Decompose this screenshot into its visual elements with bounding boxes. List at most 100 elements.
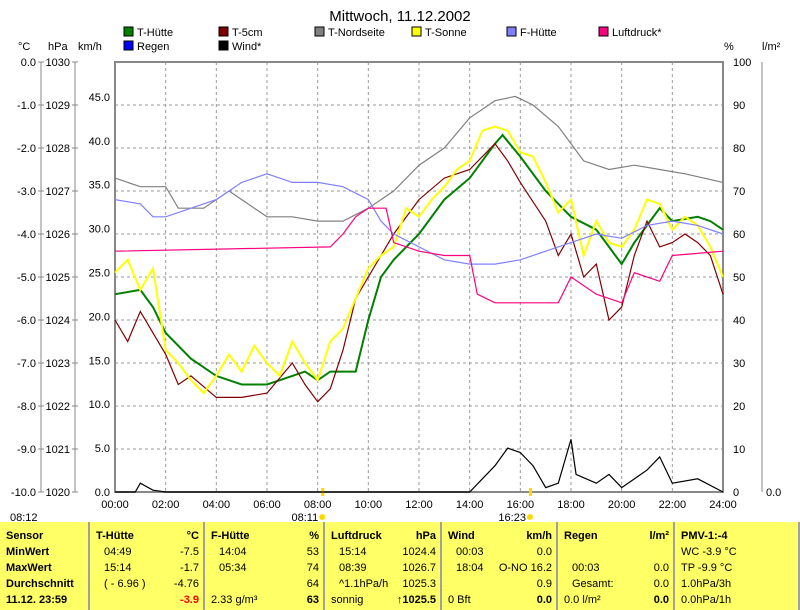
x-tick-label: 18:00 xyxy=(557,499,585,511)
cell-time: sonnig xyxy=(331,594,364,606)
x-tick-label: 00:00 xyxy=(101,499,129,511)
series-line-t-5cm xyxy=(114,142,724,403)
legend-label: T-Nordseite xyxy=(328,27,385,39)
column-title: Wind xyxy=(448,530,475,542)
cell-time: 2.33 g/m³ xyxy=(211,594,258,606)
series-line-luftdruck- xyxy=(114,207,724,304)
kmh-tick-label: 15.0 xyxy=(89,355,110,367)
x-tick-label: 22:00 xyxy=(659,499,687,511)
column-header: Wind km/h xyxy=(448,528,552,544)
celsius-tick-label: -7.0 xyxy=(17,358,36,370)
chart-title: Mittwoch, 11.12.2002 xyxy=(329,8,470,25)
celsius-tick-label: 0.0 xyxy=(21,57,36,69)
legend-swatch xyxy=(218,40,229,51)
column-header: T-Hütte °C xyxy=(96,528,199,544)
column-title: Regen xyxy=(564,530,598,542)
kmh-tick-label: 10.0 xyxy=(89,399,110,411)
sunset-label: 16:23 xyxy=(498,512,526,522)
celsius-tick-label: -1.0 xyxy=(17,100,36,112)
cell-time: 08:39 xyxy=(339,562,367,574)
x-tick-label: 06:00 xyxy=(253,499,281,511)
table-row: 0.0 l/m² 0.0 xyxy=(564,592,669,608)
table-row: 2.33 g/m³ 63 xyxy=(211,592,319,608)
legend-swatch xyxy=(218,26,229,37)
celsius-tick-label: -3.0 xyxy=(17,186,36,198)
cell-value: 1024.4 xyxy=(402,546,436,558)
pmv-header: PMV-1:-4 xyxy=(681,530,728,542)
cell-value: 0.9 xyxy=(536,578,552,590)
legend-label: F-Hütte xyxy=(520,27,557,39)
celsius-tick-label: -9.0 xyxy=(17,444,36,456)
cell-time: 18:04 xyxy=(456,562,484,574)
kmh-axis-label: km/h xyxy=(78,41,102,53)
cell-value: 0.0 xyxy=(653,562,669,574)
cell-time: 0.0 l/m² xyxy=(564,594,601,606)
hpa-tick-label: 1028 xyxy=(46,143,70,155)
x-tick-label: 20:00 xyxy=(608,499,636,511)
regen-column: Regen l/m² 00:03 0.0 Gesamt: 0.0 0.0 l/m² 0.0 xyxy=(558,522,675,610)
percent-tick-label: 30 xyxy=(733,358,745,370)
row-label: 11.12. 23:59 xyxy=(6,594,68,606)
percent-tick-label: 100 xyxy=(733,57,751,69)
sunset-sun-icon xyxy=(526,514,533,520)
table-row: 64 xyxy=(211,576,319,592)
percent-tick-label: 70 xyxy=(733,186,745,198)
celsius-tick-label: -4.0 xyxy=(17,229,36,241)
cell-time xyxy=(211,576,219,592)
table-row: ^1.1hPa/h 1025.3 xyxy=(331,576,436,592)
legend-label: T-5cm xyxy=(232,27,263,39)
table-row: Gesamt: 0.0 xyxy=(564,576,669,592)
table-row: ( - 6.96 ) -4.76 xyxy=(96,576,199,592)
cell-time: 00:03 xyxy=(572,562,600,574)
cell-value: 74 xyxy=(306,562,319,574)
legend-swatch xyxy=(314,26,325,37)
cell-value: 64 xyxy=(306,578,319,590)
column-unit: hPa xyxy=(415,530,436,542)
sunset-marker xyxy=(528,488,532,496)
x-tick-label: 16:00 xyxy=(507,499,535,511)
cell-time: ( - 6.96 ) xyxy=(104,578,146,590)
table-row: 08:39 1026.7 xyxy=(331,560,436,576)
legend-swatch xyxy=(598,26,609,37)
pmv-value: 0.0hPa/1h xyxy=(681,594,732,606)
sensor-header: Sensor xyxy=(6,530,44,542)
table-row: 15:14 1024.4 xyxy=(331,544,436,560)
sensor-column: Sensor MinWert MaxWert Durchschnitt 11.1… xyxy=(0,522,90,610)
legend-swatch xyxy=(123,26,134,37)
column-title: T-Hütte xyxy=(96,530,134,542)
cell-value: -3.9 xyxy=(180,594,199,606)
cell-time xyxy=(448,576,456,592)
percent-tick-label: 40 xyxy=(733,315,745,327)
legend-label: T-Hütte xyxy=(137,27,173,39)
row-label: MinWert xyxy=(6,546,50,558)
legend-label: Wind* xyxy=(232,41,262,53)
sunrise-label: 08:11 xyxy=(292,512,319,522)
x-tick-label: 24:00 xyxy=(709,499,737,511)
series-line-wind- xyxy=(115,439,724,493)
celsius-tick-label: -10.0 xyxy=(11,487,36,499)
column-title: Luftdruck xyxy=(331,530,382,542)
cell-time: 04:49 xyxy=(104,546,132,558)
cell-value: O-NO 16.2 xyxy=(498,562,552,574)
x-tick-label: 08:00 xyxy=(304,499,332,511)
series-line-f-h-tte xyxy=(114,173,724,265)
cell-value: 0.0 xyxy=(536,546,552,558)
column-unit: l/m² xyxy=(649,530,669,542)
table-row: 04:49 -7.5 xyxy=(96,544,199,560)
cell-value: -4.76 xyxy=(173,578,199,590)
hpa-tick-label: 1030 xyxy=(46,57,70,69)
table-row: sonnig ↑1025.5 xyxy=(331,592,436,608)
percent-tick-label: 20 xyxy=(733,401,745,413)
pmv-value: 1.0hPa/3h xyxy=(681,578,732,590)
percent-tick-label: 60 xyxy=(733,229,745,241)
table-row: -3.9 xyxy=(96,592,199,608)
rain-tick-label: 0.0 xyxy=(766,487,781,499)
column-unit: °C xyxy=(186,530,199,542)
column-header: F-Hütte% xyxy=(211,528,319,544)
pmv-value: TP -9.9 °C xyxy=(681,562,733,574)
wind-column: Wind km/h 00:03 0.0 18:04 O-NO 16.2 0.9 0 Bft 0.… xyxy=(442,522,558,610)
hpa-tick-label: 1026 xyxy=(46,229,70,241)
series-line-t-nordseite xyxy=(114,95,724,222)
pmv-value: WC -3.9 °C xyxy=(681,546,737,558)
cell-time: 00:03 xyxy=(456,546,484,558)
